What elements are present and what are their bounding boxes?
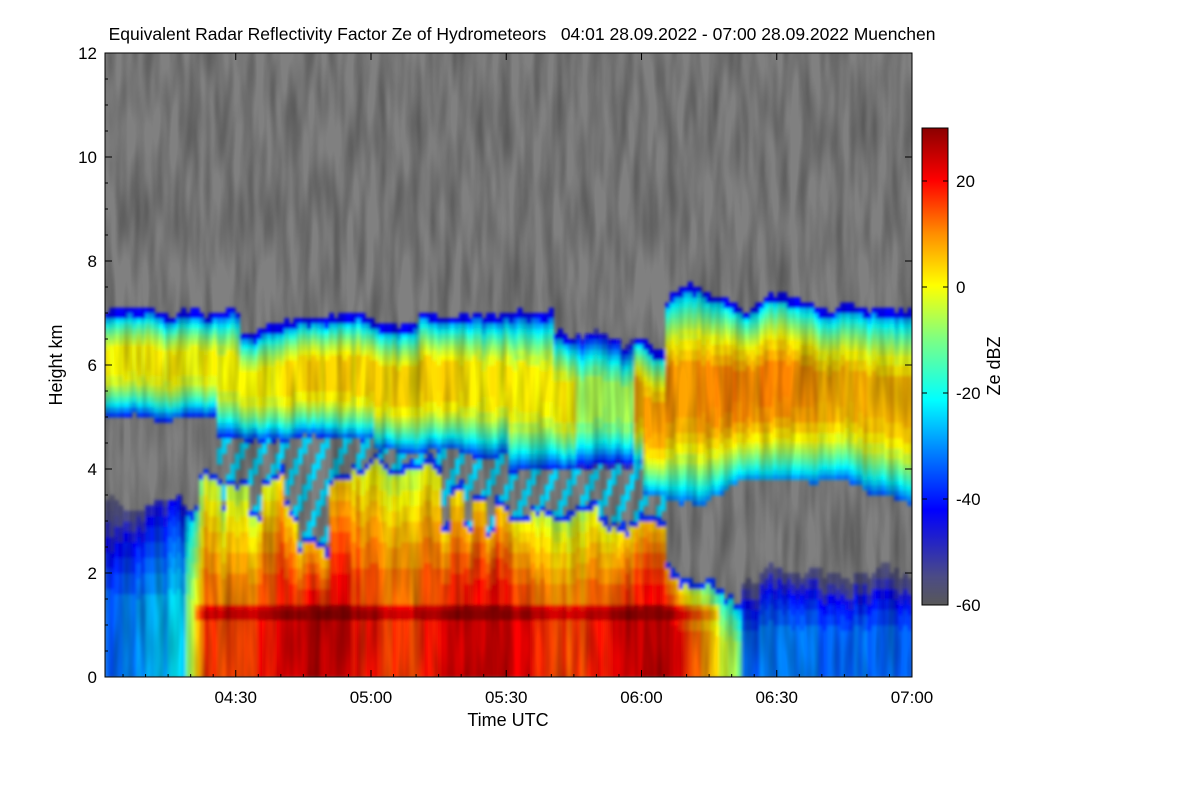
y-tick-label: 12 (78, 44, 97, 63)
y-tick-label: 6 (88, 356, 97, 375)
x-tick-label: 06:30 (755, 688, 798, 707)
plot-area (105, 53, 912, 677)
y-axis: 0 2 4 6 8 10 12 (78, 44, 912, 687)
x-axis: 04:30 05:00 05:30 06:00 06:30 07:00 (122, 53, 934, 707)
y-tick-label: 0 (88, 668, 97, 687)
x-tick-label: 07:00 (891, 688, 934, 707)
y-tick-label: 2 (88, 564, 97, 583)
x-tick-label: 05:30 (485, 688, 528, 707)
y-tick-label: 4 (88, 460, 97, 479)
y-tick-label: 10 (78, 148, 97, 167)
x-tick-label: 05:00 (350, 688, 393, 707)
y-tick-label: 8 (88, 252, 97, 271)
streak-texture (105, 53, 912, 677)
x-tick-label: 04:30 (214, 688, 257, 707)
x-tick-label: 06:00 (620, 688, 663, 707)
chart-title: Equivalent Radar Reflectivity Factor Ze … (109, 24, 936, 44)
